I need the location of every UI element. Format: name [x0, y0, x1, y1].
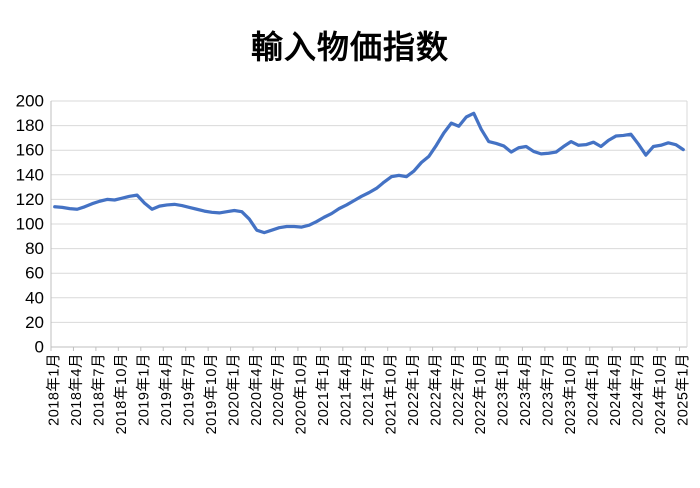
y-tick-label: 160 [16, 141, 44, 160]
x-tick-label: 2021年10月 [382, 353, 399, 434]
x-tick-label: 2024年1月 [584, 353, 601, 426]
data-line-import-price-index [53, 111, 685, 235]
x-tick-label: 2023年1月 [495, 353, 512, 426]
x-tick-label: 2020年7月 [270, 353, 287, 426]
y-tick-label: 60 [25, 264, 44, 283]
x-tick-label: 2020年1月 [225, 353, 242, 426]
x-tick-label: 2019年10月 [203, 353, 220, 434]
y-tick-label: 0 [35, 338, 44, 357]
x-tick-label: 2019年1月 [136, 353, 153, 426]
x-tick-label: 2018年1月 [46, 353, 63, 426]
y-tick-label: 40 [25, 288, 44, 307]
chart-title: 輸入物価指数 [250, 29, 449, 65]
y-tick-label: 200 [16, 92, 44, 111]
y-tick-label: 20 [25, 313, 44, 332]
x-tick-label: 2024年10月 [652, 353, 669, 434]
x-tick-label: 2021年4月 [338, 353, 355, 426]
x-tick-label: 2022年4月 [427, 353, 444, 426]
x-tick-label: 2019年4月 [158, 353, 175, 426]
y-tick-label: 120 [16, 190, 44, 209]
x-tick-label: 2022年7月 [450, 353, 467, 426]
x-tick-label: 2021年1月 [315, 353, 332, 426]
x-tick-label: 2024年7月 [629, 353, 646, 426]
x-tick-label: 2018年10月 [113, 353, 130, 434]
x-tick-label: 2024年4月 [607, 353, 624, 426]
y-tick-label: 180 [16, 116, 44, 135]
x-tick-label: 2023年4月 [517, 353, 534, 426]
x-tick-label: 2019年7月 [180, 353, 197, 426]
x-tick-label: 2020年4月 [248, 353, 265, 426]
x-tick-label: 2020年10月 [293, 353, 310, 434]
y-tick-label: 140 [16, 165, 44, 184]
x-tick-label: 2023年10月 [562, 353, 579, 434]
x-tick-label: 2025年1月 [674, 353, 691, 426]
x-tick-label: 2018年7月 [91, 353, 108, 426]
y-tick-label: 80 [25, 239, 44, 258]
x-tick-label: 2023年7月 [540, 353, 557, 426]
x-tick-label: 2022年1月 [405, 353, 422, 426]
x-tick-label: 2018年4月 [68, 353, 85, 426]
y-tick-label: 100 [16, 215, 44, 234]
x-tick-label: 2022年10月 [472, 353, 489, 434]
x-tick-label: 2021年7月 [360, 353, 377, 426]
